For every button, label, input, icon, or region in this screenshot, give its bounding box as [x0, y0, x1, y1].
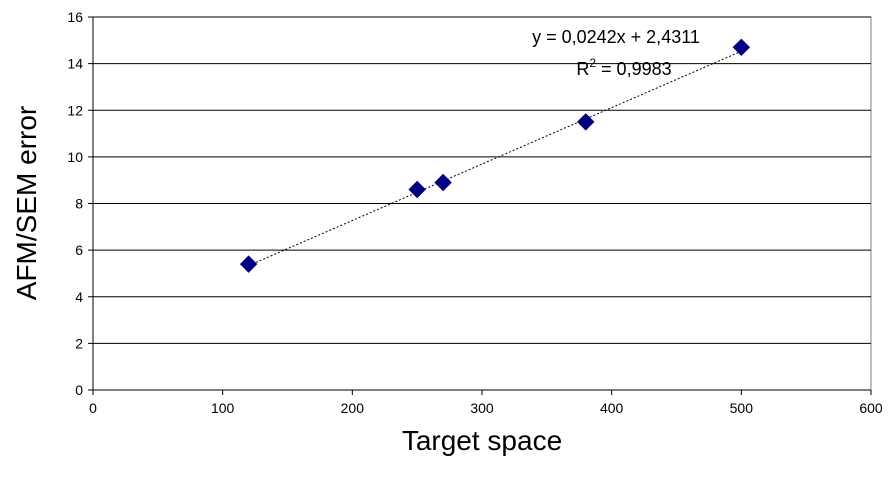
x-tick-label-100: 100 — [211, 400, 235, 416]
tick-labels: 0 2 4 6 8 10 12 14 16 0 100 200 300 400 500 600 — [67, 9, 882, 416]
data-point-3 — [434, 173, 452, 192]
x-tick-label-600: 600 — [859, 400, 883, 416]
y-tick-label-16: 16 — [67, 9, 83, 25]
data-point-4 — [577, 113, 595, 131]
axes — [88, 16, 872, 395]
y-tick-label-12: 12 — [67, 102, 83, 118]
y-tick-label-0: 0 — [75, 382, 83, 398]
x-tick-label-400: 400 — [600, 400, 624, 416]
x-tick-label-500: 500 — [730, 400, 754, 416]
r-squared-value: = 0,9983 — [596, 59, 672, 79]
x-axis-title: Target space — [402, 425, 562, 456]
data-point-2 — [408, 180, 426, 199]
r-squared-prefix: R — [576, 59, 589, 79]
y-axis-title: AFM/SEM error — [11, 106, 42, 300]
trendline-equation: y = 0,0242x + 2,4311 — [532, 27, 700, 47]
trendline — [248, 50, 742, 267]
trendline-line — [248, 50, 742, 267]
y-tick-label-10: 10 — [67, 149, 83, 165]
y-tick-label-2: 2 — [75, 335, 83, 351]
grid-lines — [93, 16, 871, 344]
r-squared-label: R2 = 0,9983 — [576, 56, 671, 79]
y-tick-label-14: 14 — [67, 56, 83, 72]
data-point-5 — [732, 38, 751, 57]
data-point-1 — [239, 255, 258, 273]
y-tick-label-8: 8 — [75, 196, 83, 212]
x-tick-label-200: 200 — [341, 400, 365, 416]
y-tick-label-4: 4 — [75, 289, 83, 305]
r-squared-superscript: 2 — [589, 56, 596, 70]
x-tick-label-0: 0 — [89, 400, 97, 416]
y-tick-label-6: 6 — [75, 242, 83, 258]
data-points — [239, 38, 751, 273]
x-tick-label-300: 300 — [470, 400, 494, 416]
